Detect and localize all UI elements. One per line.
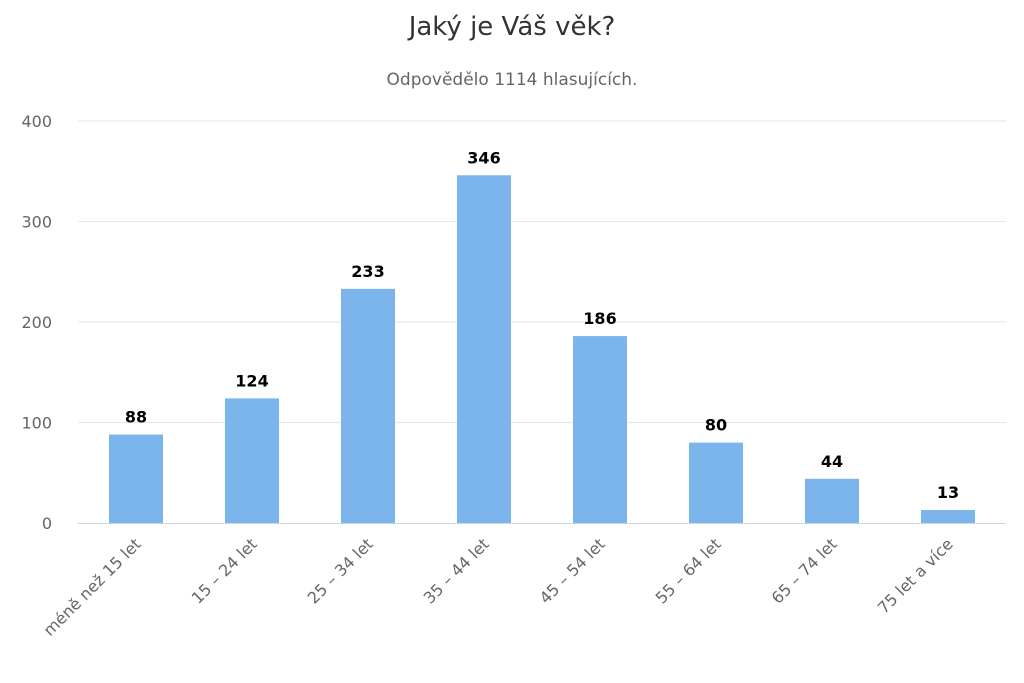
x-tick-label: 75 let a více <box>874 534 957 617</box>
y-axis-ticks: 0 100 200 300 400 <box>21 112 52 533</box>
x-tick-label: 25 – 34 let <box>304 534 377 607</box>
data-label: 13 <box>937 483 959 502</box>
y-tick-label: 200 <box>21 313 52 332</box>
y-tick-label: 100 <box>21 414 52 433</box>
bar[interactable] <box>921 509 975 523</box>
chart-title: Jaký je Váš věk? <box>408 12 616 42</box>
data-label: 88 <box>125 408 147 427</box>
bar[interactable] <box>805 478 859 523</box>
bar[interactable] <box>457 175 511 523</box>
bar[interactable] <box>341 288 395 523</box>
bar[interactable] <box>109 434 163 523</box>
x-tick-label: 45 – 54 let <box>536 534 609 607</box>
x-tick-label: méně než 15 let <box>39 534 144 639</box>
data-label: 124 <box>235 371 268 390</box>
y-tick-label: 300 <box>21 213 52 232</box>
data-label: 346 <box>467 148 500 167</box>
bar[interactable] <box>573 336 627 523</box>
x-tick-label: 65 – 74 let <box>768 534 841 607</box>
x-tick-label: 35 – 44 let <box>420 534 493 607</box>
data-label: 44 <box>821 452 843 471</box>
x-tick-label: 15 – 24 let <box>188 534 261 607</box>
bar[interactable] <box>689 442 743 523</box>
data-label: 80 <box>705 416 727 435</box>
x-axis-labels: méně než 15 let 15 – 24 let 25 – 34 let 35 … <box>39 534 956 639</box>
grid-lines <box>78 120 1006 423</box>
y-tick-label: 0 <box>42 514 52 533</box>
data-label: 186 <box>583 309 616 328</box>
bars <box>109 175 975 523</box>
data-label: 233 <box>351 262 384 281</box>
x-tick-label: 55 – 64 let <box>652 534 725 607</box>
data-labels: 88 124 233 346 186 80 44 13 <box>125 148 959 502</box>
y-tick-label: 400 <box>21 112 52 131</box>
chart-subtitle: Odpovědělo 1114 hlasujících. <box>386 70 638 90</box>
bar[interactable] <box>225 398 279 523</box>
